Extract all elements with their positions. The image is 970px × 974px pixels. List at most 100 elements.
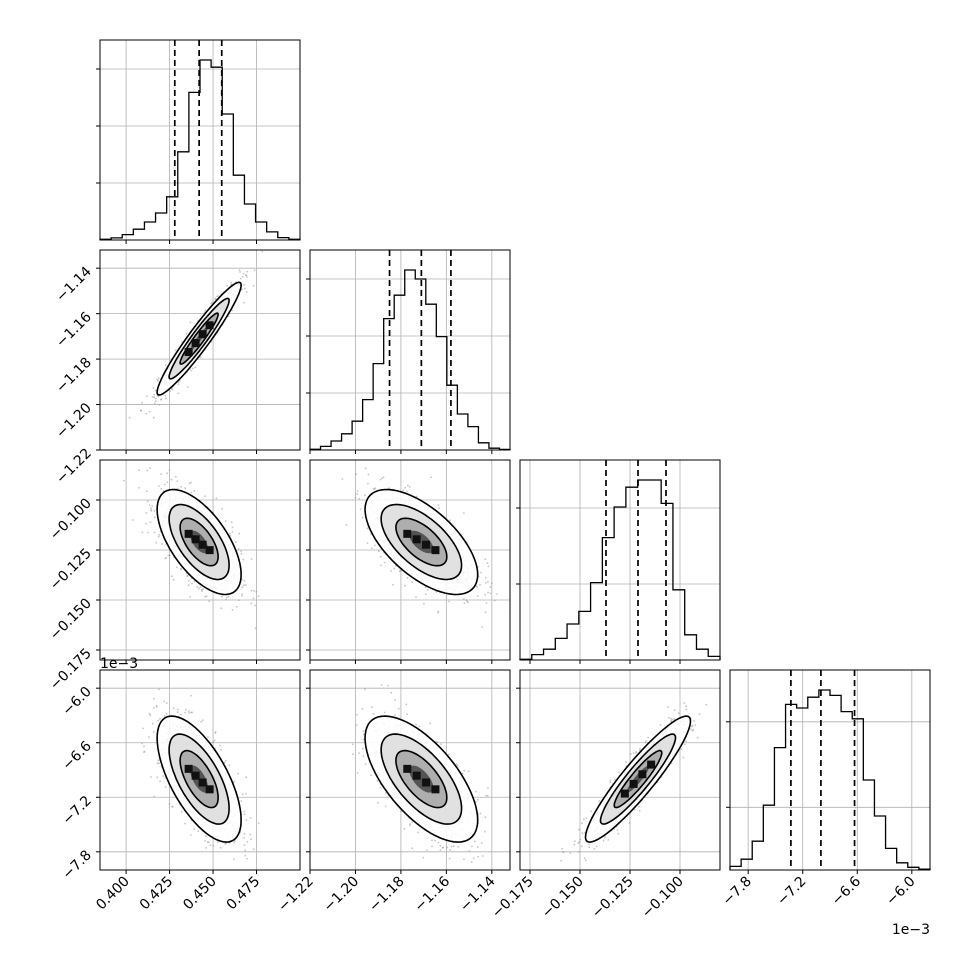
scatter-point — [158, 536, 160, 538]
scatter-point — [633, 752, 635, 754]
scatter-point — [374, 487, 376, 489]
scatter-point — [190, 492, 192, 494]
scatter-point — [352, 753, 354, 755]
scatter-point — [226, 597, 228, 599]
scatter-point — [216, 497, 218, 499]
scatter-point — [244, 813, 246, 815]
scatter-point — [242, 559, 244, 561]
scatter-point — [487, 787, 489, 789]
scatter-point — [404, 828, 406, 830]
scatter-point — [171, 479, 173, 481]
scatter-point — [201, 590, 203, 592]
scatter-point — [434, 840, 436, 842]
scatter-point — [363, 734, 365, 736]
scatter-point — [152, 396, 154, 398]
scatter-point — [357, 772, 359, 774]
scatter-point — [370, 774, 372, 776]
density-peak — [185, 530, 193, 538]
scatter-point — [427, 589, 429, 591]
scatter-point — [243, 302, 245, 304]
scatter-point — [246, 858, 248, 860]
panel-frame — [520, 460, 720, 660]
density-peak — [199, 779, 207, 787]
scatter-point — [242, 793, 244, 795]
scatter-point — [169, 469, 171, 471]
scatter-point — [363, 739, 365, 741]
scatter-point — [253, 590, 255, 592]
scatter-point — [238, 548, 240, 550]
scatter-point — [438, 507, 440, 509]
scatter-point — [398, 708, 400, 710]
scatter-point — [205, 835, 207, 837]
scatter-point — [154, 403, 156, 405]
scatter-point — [471, 845, 473, 847]
scatter-point — [149, 411, 151, 413]
density-peak — [192, 535, 200, 543]
scatter-point — [235, 541, 237, 543]
density-peak — [206, 785, 214, 793]
scatter-point — [233, 859, 235, 861]
scatter-point — [178, 392, 180, 394]
scatter-point — [240, 800, 242, 802]
scatter-point — [485, 795, 487, 797]
scatter-point — [212, 741, 214, 743]
scatter-point — [145, 523, 147, 525]
scatter-point — [189, 483, 191, 485]
scatter-point — [138, 469, 140, 471]
scatter-point — [392, 584, 394, 586]
scatter-point — [253, 285, 255, 287]
scatter-point — [164, 484, 166, 486]
scatter-point — [384, 712, 386, 714]
scatter-point — [479, 584, 481, 586]
scatter-point — [383, 477, 385, 479]
scatter-point — [165, 557, 167, 559]
scatter-point — [154, 396, 156, 398]
scatter-point — [180, 568, 182, 570]
scatter-point — [221, 596, 223, 598]
density-peak — [422, 541, 430, 549]
scatter-point — [246, 291, 248, 293]
scatter-point — [184, 712, 186, 714]
scatter-point — [410, 823, 412, 825]
scatter-point — [638, 806, 640, 808]
scatter-point — [258, 595, 260, 597]
scatter-point — [254, 605, 256, 607]
scatter-point — [150, 521, 152, 523]
scatter-point — [480, 813, 482, 815]
scatter-point — [153, 510, 155, 512]
scatter-point — [155, 398, 157, 400]
scatter-point — [284, 883, 286, 885]
scatter-point — [204, 840, 206, 842]
scatter-point — [166, 472, 168, 474]
scatter-point — [381, 477, 383, 479]
scatter-point — [246, 276, 248, 278]
scatter-point — [219, 745, 221, 747]
scatter-point — [582, 832, 584, 834]
scatter-point — [188, 712, 190, 714]
scatter-point — [138, 487, 140, 489]
scatter-point — [244, 833, 246, 835]
scatter-point — [200, 721, 202, 723]
scatter-point — [411, 581, 413, 583]
scatter-point — [431, 846, 433, 848]
scatter-point — [175, 476, 177, 478]
scatter-point — [188, 580, 190, 582]
scatter-point — [158, 760, 160, 762]
scatter-point — [171, 575, 173, 577]
scatter-point — [190, 712, 192, 714]
scatter-point — [246, 274, 248, 276]
scatter-point — [437, 612, 439, 614]
scatter-point — [253, 848, 255, 850]
scatter-point — [147, 532, 149, 534]
scatter-point — [448, 754, 450, 756]
scatter-point — [148, 736, 150, 738]
scatter-point — [358, 752, 360, 754]
scatter-point — [440, 743, 442, 745]
scatter-point — [438, 842, 440, 844]
scatter-point — [149, 467, 151, 469]
scatter-point — [367, 527, 369, 529]
scatter-point — [155, 400, 157, 402]
scatter-point — [164, 395, 166, 397]
scatter-point — [449, 858, 451, 860]
